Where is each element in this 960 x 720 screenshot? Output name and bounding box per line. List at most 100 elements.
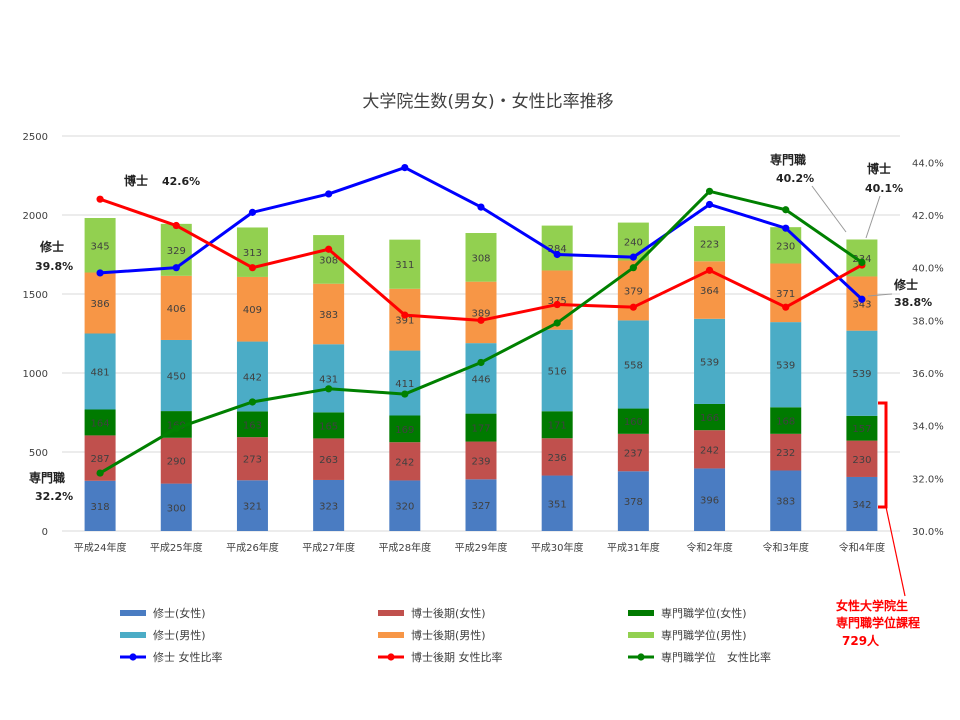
bar-segment-label: 171 — [548, 421, 567, 432]
category-tick-label: 令和2年度 — [686, 541, 732, 554]
bar-segment-label: 379 — [624, 286, 643, 297]
callout-hakase-left-label: 博士 — [124, 173, 148, 188]
legend-label: 修士(女性) — [153, 606, 206, 620]
ratio-point — [706, 188, 713, 195]
bar-segment-label: 431 — [319, 374, 338, 385]
leader-hakase-right — [866, 196, 880, 238]
bar-segment-label: 242 — [395, 457, 414, 468]
bar-segment-label: 327 — [471, 501, 490, 512]
bar-segment-label: 371 — [776, 289, 795, 300]
ratio-point — [173, 264, 180, 271]
bar-segment-label: 516 — [548, 366, 567, 377]
callout-shushi-right-label: 修士 — [893, 277, 918, 292]
ratio-point — [401, 390, 408, 397]
ratio-point — [706, 267, 713, 274]
bar-segment-label: 240 — [624, 238, 643, 249]
category-tick-label: 平成30年度 — [531, 541, 584, 554]
bar-segment-label: 450 — [167, 372, 186, 383]
legend-marker — [129, 653, 136, 660]
bar-segment-label: 539 — [700, 357, 719, 368]
ratio-point — [401, 311, 408, 318]
legend-marker — [637, 653, 644, 660]
category-tick-label: 平成29年度 — [455, 541, 508, 554]
category-tick-label: 平成24年度 — [74, 541, 127, 554]
bar-segment-label: 539 — [852, 369, 871, 380]
chart-title: 大学院生数(男女)・女性比率推移 — [362, 92, 613, 112]
ratio-point — [325, 246, 332, 253]
right-tick-label: 36.0% — [912, 369, 944, 380]
bar-segment-label: 351 — [548, 499, 567, 510]
bar-segment-label: 329 — [167, 246, 186, 257]
ratio-point — [249, 209, 256, 216]
ratio-point — [782, 225, 789, 232]
bar-segment-label: 157 — [852, 424, 871, 435]
bar-segment-label: 321 — [243, 502, 262, 513]
note-line1: 女性大学院生 — [836, 598, 908, 613]
right-tick-label: 42.0% — [912, 211, 944, 222]
bar-segment-label: 345 — [91, 241, 110, 252]
bar-segment-label: 396 — [700, 496, 719, 507]
bar-segment-label: 409 — [243, 305, 262, 316]
bar-segment-label: 311 — [395, 260, 414, 271]
ratio-point — [477, 317, 484, 324]
legend-label: 博士後期(女性) — [411, 606, 486, 620]
category-tick-label: 平成28年度 — [378, 541, 431, 554]
bar-segment-label: 383 — [319, 310, 338, 321]
legend-swatch — [120, 610, 146, 616]
category-axis-ticks: 平成24年度 平成25年度 平成26年度 平成27年度 平成28年度 平成29年度 平成30… — [74, 541, 885, 554]
right-tick-label: 30.0% — [912, 527, 944, 538]
legend-swatch — [120, 632, 146, 638]
ratio-point — [630, 264, 637, 271]
callout-hakase-right-value: 40.1% — [865, 182, 903, 195]
callout-hakase-left-value: 42.6% — [162, 175, 200, 188]
bar-segment-label: 364 — [700, 286, 719, 297]
category-tick-label: 令和3年度 — [763, 541, 809, 554]
ratio-point — [858, 259, 865, 266]
ratio-point — [858, 296, 865, 303]
ratio-point — [630, 304, 637, 311]
stacked-bars: 318 287 164 481 386 345 300 290 169 450 406 329 321 2… — [85, 218, 878, 531]
bar-segment-label: 481 — [91, 367, 110, 378]
category-tick-label: 平成27年度 — [302, 541, 355, 554]
bar-segment-label: 163 — [243, 420, 262, 431]
left-tick-label: 1500 — [23, 290, 48, 301]
bar-segment-label: 290 — [167, 457, 186, 468]
category-tick-label: 令和4年度 — [839, 541, 885, 554]
right-tick-label: 34.0% — [912, 422, 944, 433]
legend-label: 博士後期 女性比率 — [411, 650, 503, 664]
bar-segment-label: 287 — [91, 454, 110, 465]
legend-label: 修士 女性比率 — [153, 650, 223, 664]
legend-label: 博士後期(男性) — [411, 628, 486, 642]
bar-segment-label: 308 — [319, 255, 338, 266]
bar-segment-label: 342 — [852, 500, 871, 511]
right-tick-label: 40.0% — [912, 264, 944, 275]
left-tick-label: 2000 — [23, 211, 48, 222]
callout-senmon-left-label: 専門職 — [29, 470, 65, 485]
bar-segment-label: 230 — [852, 455, 871, 466]
ratio-point — [477, 204, 484, 211]
bar-segment-label: 558 — [624, 360, 643, 371]
bar-segment-label: 232 — [776, 448, 795, 459]
bar-segment-label: 239 — [471, 456, 490, 467]
left-tick-label: 2500 — [23, 132, 48, 143]
right-tick-label: 38.0% — [912, 316, 944, 327]
bar-segment-label: 165 — [319, 421, 338, 432]
bar-segment-label: 323 — [319, 501, 338, 512]
red-leader — [886, 507, 905, 596]
bar-segment-label: 236 — [548, 453, 567, 464]
bar-segment-label: 320 — [395, 502, 414, 513]
legend-swatch — [378, 632, 404, 638]
left-tick-label: 1000 — [23, 369, 48, 380]
ratio-point — [96, 196, 103, 203]
bar-segment-label: 308 — [471, 253, 490, 264]
right-tick-label: 32.0% — [912, 474, 944, 485]
ratio-point — [554, 301, 561, 308]
note-line3: 729人 — [842, 633, 880, 648]
callout-senmon-right-value: 40.2% — [776, 172, 814, 185]
chart: 大学院生数(男女)・女性比率推移 31828716448138634530029… — [0, 0, 960, 720]
left-tick-label: 0 — [42, 527, 48, 538]
bar-segment-label: 168 — [776, 417, 795, 428]
bar-segment-label: 313 — [243, 248, 262, 259]
bar-segment-label: 383 — [776, 497, 795, 508]
callout-shushi-right-value: 38.8% — [894, 296, 932, 309]
